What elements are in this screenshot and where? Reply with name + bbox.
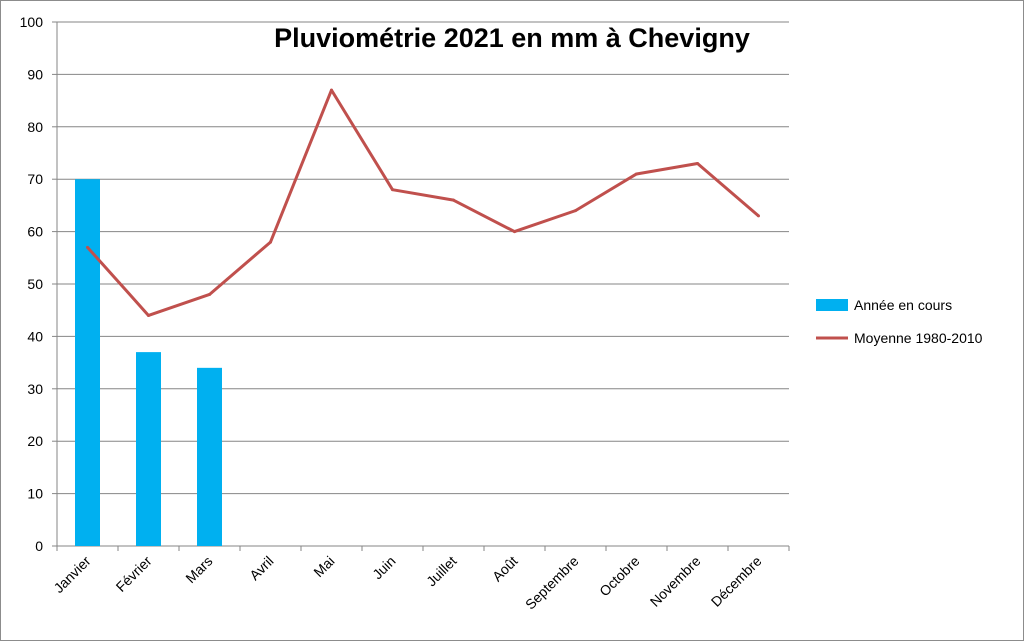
y-tick-label: 50 [27,276,43,292]
line-point [574,209,577,213]
line-point [147,313,150,317]
line-point [86,245,89,249]
x-tick-label: Août [489,553,521,585]
x-tick-label: Février [113,553,155,595]
legend-swatch-bar [816,299,848,311]
bar-series [75,179,222,546]
y-tick-label: 100 [20,14,44,30]
x-tick-label: Novembre [647,553,704,610]
y-tick-label: 70 [27,171,43,187]
line-point [330,88,333,92]
legend: Année en cours Moyenne 1980-2010 [816,297,983,346]
line-point [635,172,638,176]
bar [75,179,100,546]
line-point [696,161,699,165]
x-tick-label: Juin [369,553,398,582]
y-tick-label: 10 [27,486,43,502]
series-line [86,88,760,317]
axes [52,21,790,551]
x-tick-label: Janvier [50,553,93,596]
x-tick-label: Décembre [708,553,765,610]
line-point [269,240,272,244]
line-series [86,88,760,317]
x-tick-label: Mai [310,553,337,580]
x-tick-label: Septembre [522,553,582,613]
y-tick-label: 60 [27,224,43,240]
y-tick-label: 80 [27,119,43,135]
y-tick-labels: 0 10 20 30 40 50 60 70 80 90 100 [20,14,44,554]
y-tick-label: 40 [27,328,43,344]
bar [136,352,161,546]
line-point [757,214,760,218]
bar [197,367,222,546]
x-tick-label: Avril [246,553,276,583]
line-point [391,188,394,192]
line-point [513,230,516,234]
gridlines [57,21,789,495]
y-tick-label: 0 [35,538,43,554]
y-tick-label: 20 [27,433,43,449]
legend-label: Moyenne 1980-2010 [854,330,983,346]
x-tick-label: Octobre [596,553,643,600]
y-tick-label: 90 [27,66,43,82]
y-tick-label: 30 [27,381,43,397]
line-point [208,292,211,296]
chart-title: Pluviométrie 2021 en mm à Chevigny [274,23,750,53]
line-point [452,198,455,202]
x-tick-labels: Janvier Février Mars Avril Mai Juin Juillet Aoû… [50,553,764,613]
legend-label: Année en cours [854,297,952,313]
x-tick-label: Mars [182,553,215,586]
x-tick-label: Juillet [423,553,460,590]
